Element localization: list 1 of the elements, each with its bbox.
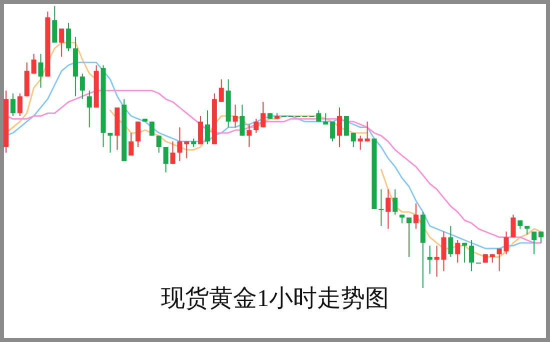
text: 现货黄金1小时走势图 xyxy=(161,286,389,312)
